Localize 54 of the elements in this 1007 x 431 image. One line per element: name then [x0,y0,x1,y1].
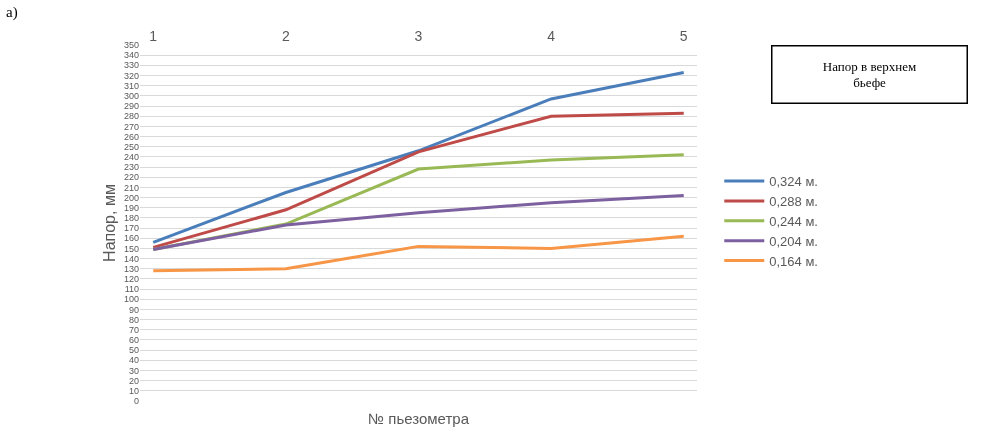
text: a) [6,4,18,21]
line-series [151,111,686,249]
y-tick-label: 170 [123,223,139,234]
y-tick-label: 20 [128,375,139,386]
legend-title: Напор в верхнем бьефе [822,58,917,91]
y-tick-label: 40 [128,355,139,366]
y-tick-label: 180 [123,213,139,224]
y-axis-title: Напор, мм [100,184,118,262]
y-tick-label: 250 [123,141,139,152]
y-tick-label: 310 [123,80,139,91]
y-tick-label: 10 [128,385,139,396]
x-tick-label: 2 [281,28,290,45]
y-tick-label: 140 [123,253,139,264]
x-axis-title: № пьезометра [368,410,470,427]
x-tick-label: 4 [547,28,556,45]
y-tick-label: 160 [123,233,139,244]
y-tick-label: 270 [123,121,139,132]
y-tick-label: 320 [123,70,139,81]
y-tick-label: 110 [124,284,139,295]
y-tick-label: 70 [128,324,139,335]
y-tick-label: 330 [123,60,139,71]
y-tick-label: 210 [123,182,139,193]
line-series [151,70,686,244]
line-series [151,194,686,251]
x-tick-label: 1 [149,28,158,45]
y-tick-label: 100 [123,294,139,305]
legend-label: 0,324 м. [769,174,818,190]
y-tick-label: 280 [123,111,139,122]
y-tick-label: 190 [123,202,139,213]
y-tick-label: 230 [123,162,139,173]
y-tick-label: 350 [123,40,139,51]
y-tick-label: 220 [123,172,139,183]
y-tick-label: 200 [123,192,139,203]
y-tick-label: 240 [123,152,139,163]
y-tick-label: 90 [128,304,139,315]
y-tick-label: 30 [128,365,139,376]
y-tick-label: 340 [123,50,139,61]
y-tick-label: 0 [133,396,139,407]
y-tick-label: 120 [123,274,139,285]
line-series [151,234,686,273]
y-tick-label: 150 [123,243,139,254]
legend-label: 0,164 м. [769,253,818,269]
x-tick-label: 5 [679,28,688,45]
legend-label: 0,204 м. [769,233,818,249]
x-tick-label: 3 [414,28,423,45]
y-tick-label: 130 [123,263,139,274]
y-tick-label: 260 [123,131,139,142]
y-tick-label: 60 [128,335,139,346]
y-tick-label: 80 [128,314,139,325]
y-tick-label: 300 [123,91,139,102]
y-tick-label: 50 [128,345,139,356]
legend-label: 0,288 м. [769,193,818,209]
legend-label: 0,244 м. [769,213,818,229]
y-tick-label: 290 [123,101,139,112]
